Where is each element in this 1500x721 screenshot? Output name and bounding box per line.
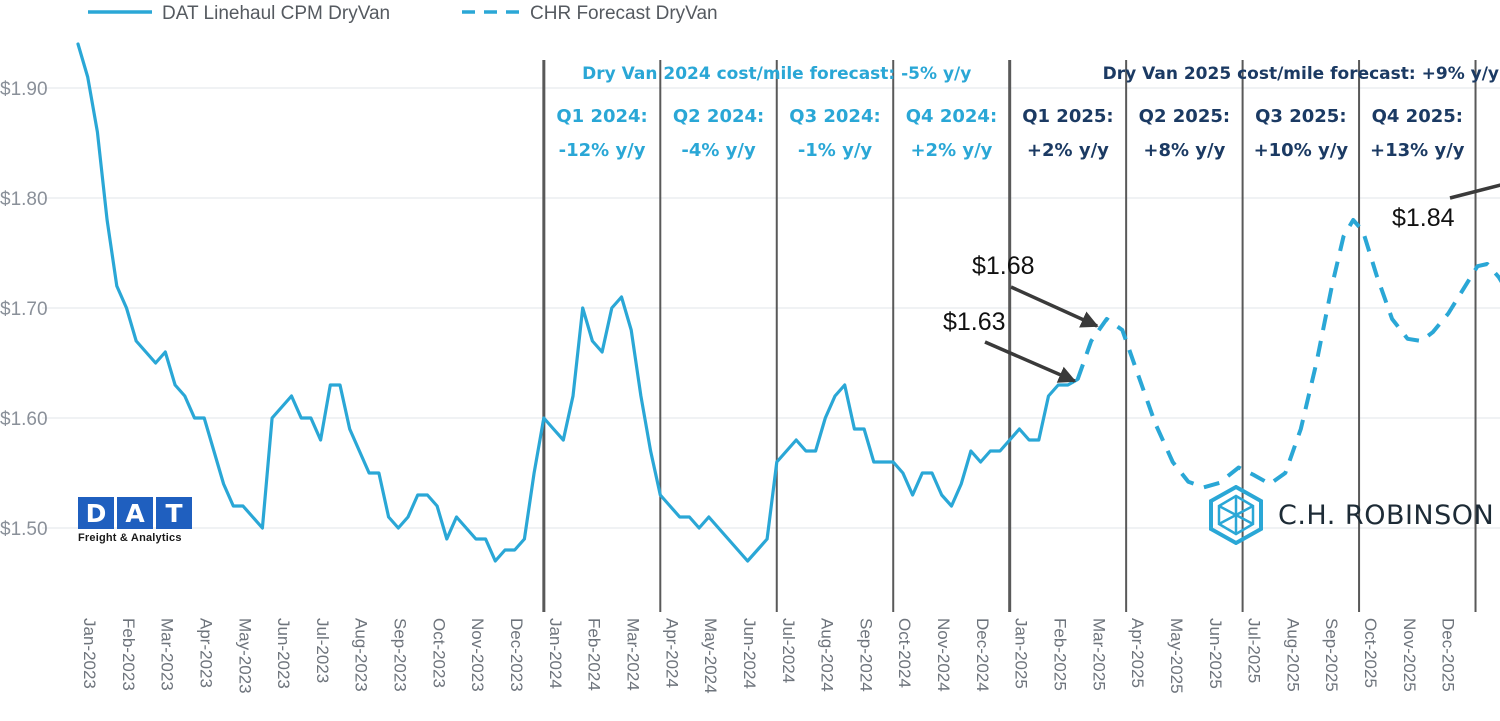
quarter-label-change: -1% y/y: [798, 140, 873, 161]
x-tick-label: Jun-2023: [274, 618, 293, 689]
x-tick-label: Feb-2023: [119, 618, 138, 691]
x-tick-label: Jul-2023: [313, 618, 332, 683]
x-tick-label: Aug-2025: [1283, 618, 1302, 692]
x-tick-label: Oct-2024: [895, 618, 914, 688]
x-tick-label: Sep-2024: [856, 618, 875, 692]
quarter-label-change: +2% y/y: [1027, 140, 1109, 161]
x-tick-label: Sep-2023: [391, 618, 410, 692]
x-tick-label: Jul-2025: [1245, 618, 1264, 683]
x-tick-label: Apr-2025: [1128, 618, 1147, 688]
quarter-label-title: Q3 2025:: [1255, 106, 1346, 127]
callout-arrow: [984, 340, 1077, 383]
quarter-label-title: Q1 2025:: [1022, 106, 1113, 127]
x-tick-label: Oct-2025: [1361, 618, 1380, 688]
y-axis-ticks: $1.50 $1.60 $1.70 $1.80 $1.90: [0, 79, 48, 540]
x-tick-label: May-2024: [701, 618, 720, 694]
x-tick-label: Oct-2023: [429, 618, 448, 688]
quarter-label-title: Q3 2024:: [789, 106, 880, 127]
x-tick-label: Mar-2025: [1089, 618, 1108, 691]
x-tick-label: May-2023: [235, 618, 254, 694]
x-tick-label: Jan-2023: [80, 618, 99, 689]
callout-label: $1.84: [1392, 204, 1455, 232]
x-axis-ticks: Jan-2023 Feb-2023 Mar-2023 Apr-2023 May-2023…: [80, 618, 1458, 694]
grid-lines: [42, 87, 1500, 529]
chr-logo-text: C.H. ROBINSON: [1278, 499, 1495, 531]
quarter-label-title: Q4 2024:: [906, 106, 997, 127]
quarter-labels: Q1 2024: -12% y/y Q2 2024: -4% y/y Q3 2024: -…: [556, 106, 1464, 161]
value-callouts: $1.63 $1.68 $1.84: [943, 183, 1500, 383]
x-tick-label: Jan-2025: [1012, 618, 1031, 689]
dat-logo-letter: D: [78, 497, 114, 529]
x-tick-label: Aug-2023: [352, 618, 371, 692]
x-tick-label: Dec-2024: [973, 618, 992, 692]
quarter-dividers: [542, 60, 1477, 612]
legend-label-dat: DAT Linehaul CPM DryVan: [162, 3, 390, 24]
quarter-label-change: -12% y/y: [559, 140, 646, 161]
dat-logo: D A T Freight & Analytics: [78, 497, 198, 544]
x-tick-label: Apr-2023: [196, 618, 215, 688]
callout-arrow: [1449, 183, 1500, 200]
y-tick-label: $1.50: [0, 519, 48, 540]
dat-linehaul-line: [76, 42, 1080, 563]
x-tick-label: Jun-2024: [740, 618, 759, 689]
quarter-label-change: +13% y/y: [1370, 140, 1465, 161]
x-tick-label: Mar-2024: [623, 618, 642, 691]
legend: DAT Linehaul CPM DryVan CHR Forecast Dry…: [88, 3, 718, 24]
chr-logo: C.H. ROBINSON: [1208, 485, 1494, 545]
dat-logo-subtitle: Freight & Analytics: [78, 532, 182, 544]
x-tick-label: Dec-2023: [507, 618, 526, 692]
legend-label-chr: CHR Forecast DryVan: [530, 3, 718, 24]
x-tick-label: May-2025: [1167, 618, 1186, 694]
quarter-label-title: Q4 2025:: [1372, 106, 1463, 127]
forecast-headers: Dry Van 2024 cost/mile forecast: -5% y/y…: [582, 64, 1499, 84]
header-2025: Dry Van 2025 cost/mile forecast: +9% y/y: [1103, 64, 1499, 84]
dat-logo-letter: A: [117, 497, 153, 529]
dat-logo-letter: T: [156, 497, 192, 529]
x-tick-label: Aug-2024: [818, 618, 837, 692]
x-tick-label: Sep-2025: [1322, 618, 1341, 692]
quarter-label-title: Q2 2024:: [673, 106, 764, 127]
y-tick-label: $1.70: [0, 299, 48, 320]
quarter-label-title: Q2 2025:: [1139, 106, 1230, 127]
x-tick-label: Nov-2025: [1400, 618, 1419, 692]
x-tick-label: Apr-2024: [662, 618, 681, 688]
quarter-label-change: +8% y/y: [1143, 140, 1225, 161]
quarter-label-change: -4% y/y: [681, 140, 756, 161]
x-tick-label: Feb-2024: [585, 618, 604, 691]
x-tick-label: Jul-2024: [779, 618, 798, 683]
y-tick-label: $1.80: [0, 189, 48, 210]
quarter-label-title: Q1 2024:: [556, 106, 647, 127]
header-2024: Dry Van 2024 cost/mile forecast: -5% y/y: [582, 64, 971, 84]
quarter-label-change: +10% y/y: [1254, 140, 1349, 161]
x-tick-label: Jan-2024: [546, 618, 565, 689]
series-lines: [76, 42, 1500, 563]
x-tick-label: Nov-2024: [934, 618, 953, 692]
x-tick-label: Dec-2025: [1439, 618, 1458, 692]
x-tick-label: Feb-2025: [1051, 618, 1070, 691]
y-tick-label: $1.90: [0, 79, 48, 100]
chr-cube-icon: [1209, 485, 1263, 545]
callout-label: $1.63: [943, 308, 1006, 336]
y-tick-label: $1.60: [0, 409, 48, 430]
x-tick-label: Jun-2025: [1206, 618, 1225, 689]
x-tick-label: Nov-2023: [468, 618, 487, 692]
callout-arrow: [1010, 285, 1099, 328]
quarter-label-change: +2% y/y: [910, 140, 992, 161]
callout-label: $1.68: [972, 252, 1035, 280]
chr-forecast-line: [1075, 218, 1500, 490]
x-tick-label: Mar-2023: [158, 618, 177, 691]
